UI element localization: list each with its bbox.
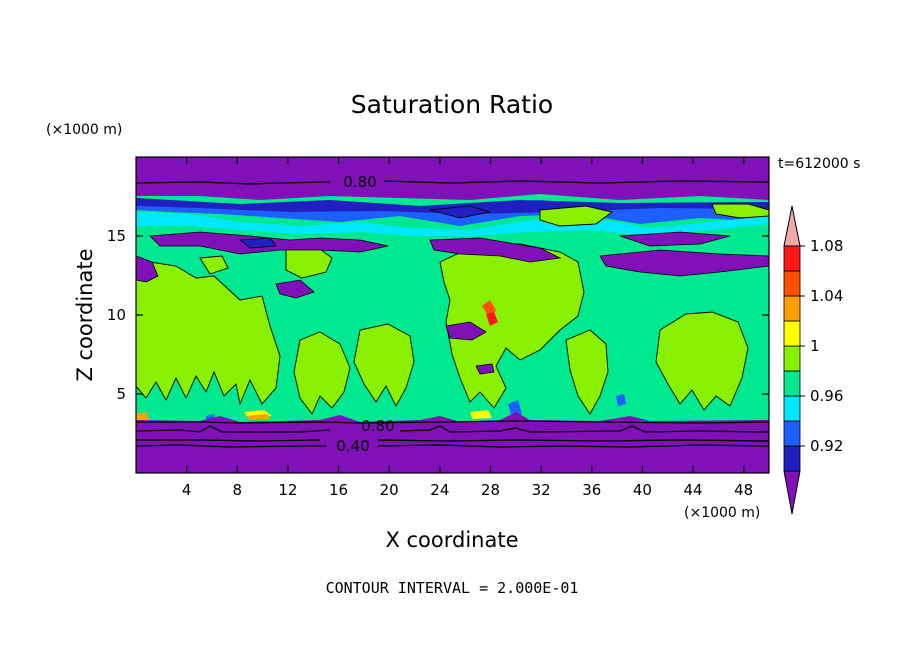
x-tick-label: 32 bbox=[532, 481, 551, 499]
contour-label-group: 0.80 0.80 0.40 bbox=[336, 173, 394, 455]
x-tick-label: 24 bbox=[430, 481, 449, 499]
x-tick-label: 36 bbox=[582, 481, 601, 499]
saturation-field: 0.80 0.80 0.40 bbox=[136, 157, 769, 473]
contour-interval-text: CONTOUR INTERVAL = 2.000E-01 bbox=[326, 579, 579, 597]
x-axis: 4 8 12 16 20 24 28 32 36 40 44 48 bbox=[182, 157, 753, 499]
band-upper-indigo bbox=[136, 198, 769, 214]
colorbar-segment bbox=[783, 370, 801, 397]
colorbar-segment bbox=[783, 420, 801, 447]
colorbar-segment bbox=[783, 295, 801, 322]
x-axis-label: X coordinate bbox=[385, 528, 518, 552]
x-tick-label: 16 bbox=[329, 481, 348, 499]
colorbar-label: 1.04 bbox=[810, 287, 843, 305]
y-tick-label: 15 bbox=[107, 227, 126, 245]
y-axis-label: Z coordinate bbox=[73, 248, 97, 381]
x-units-label: (×1000 m) bbox=[684, 505, 760, 521]
colorbar-segment bbox=[783, 445, 801, 472]
contour-lines bbox=[136, 180, 769, 448]
y-axis: 5 10 15 bbox=[107, 227, 769, 403]
colorbar-top-cap bbox=[783, 205, 801, 247]
x-tick-label: 12 bbox=[278, 481, 297, 499]
x-tick-label: 8 bbox=[233, 481, 243, 499]
colorbar-segment bbox=[783, 320, 801, 347]
x-tick-label: 20 bbox=[380, 481, 399, 499]
colorbar-segment bbox=[783, 270, 801, 297]
x-tick-label: 48 bbox=[734, 481, 753, 499]
x-tick-label: 40 bbox=[633, 481, 652, 499]
band-bottom-dry bbox=[136, 412, 769, 473]
band-top-dry bbox=[136, 157, 769, 200]
colorbar-label: 1 bbox=[810, 337, 820, 355]
colorbar-label: 0.92 bbox=[810, 437, 843, 455]
y-tick-label: 10 bbox=[107, 306, 126, 324]
supersat-pockets bbox=[136, 300, 626, 422]
band-upper-cyan bbox=[136, 212, 769, 236]
colorbar-bottom-cap bbox=[783, 470, 801, 515]
contour-label-lower: 0.80 bbox=[361, 417, 394, 435]
colorbar-label: 0.96 bbox=[810, 387, 843, 405]
colorbar-segment bbox=[783, 245, 801, 272]
x-tick-label: 28 bbox=[481, 481, 500, 499]
contour-label-bottom: 0.40 bbox=[336, 437, 369, 455]
y-tick-label: 5 bbox=[116, 385, 126, 403]
colorbar-segment bbox=[783, 395, 801, 422]
dry-patches bbox=[136, 205, 769, 375]
x-tick-label: 4 bbox=[182, 481, 192, 499]
x-tick-label: 44 bbox=[683, 481, 702, 499]
time-label: t=612000 s bbox=[778, 156, 860, 172]
colorbar-segment bbox=[783, 345, 801, 372]
contour-label-top: 0.80 bbox=[343, 173, 376, 191]
colorbar-label: 1.08 bbox=[810, 237, 843, 255]
colorbar: 0.92 0.96 1 1.04 1.08 bbox=[783, 205, 843, 515]
y-units-label: (×1000 m) bbox=[46, 122, 122, 138]
chart-title: Saturation Ratio bbox=[351, 90, 553, 119]
wet-regions bbox=[136, 203, 769, 415]
